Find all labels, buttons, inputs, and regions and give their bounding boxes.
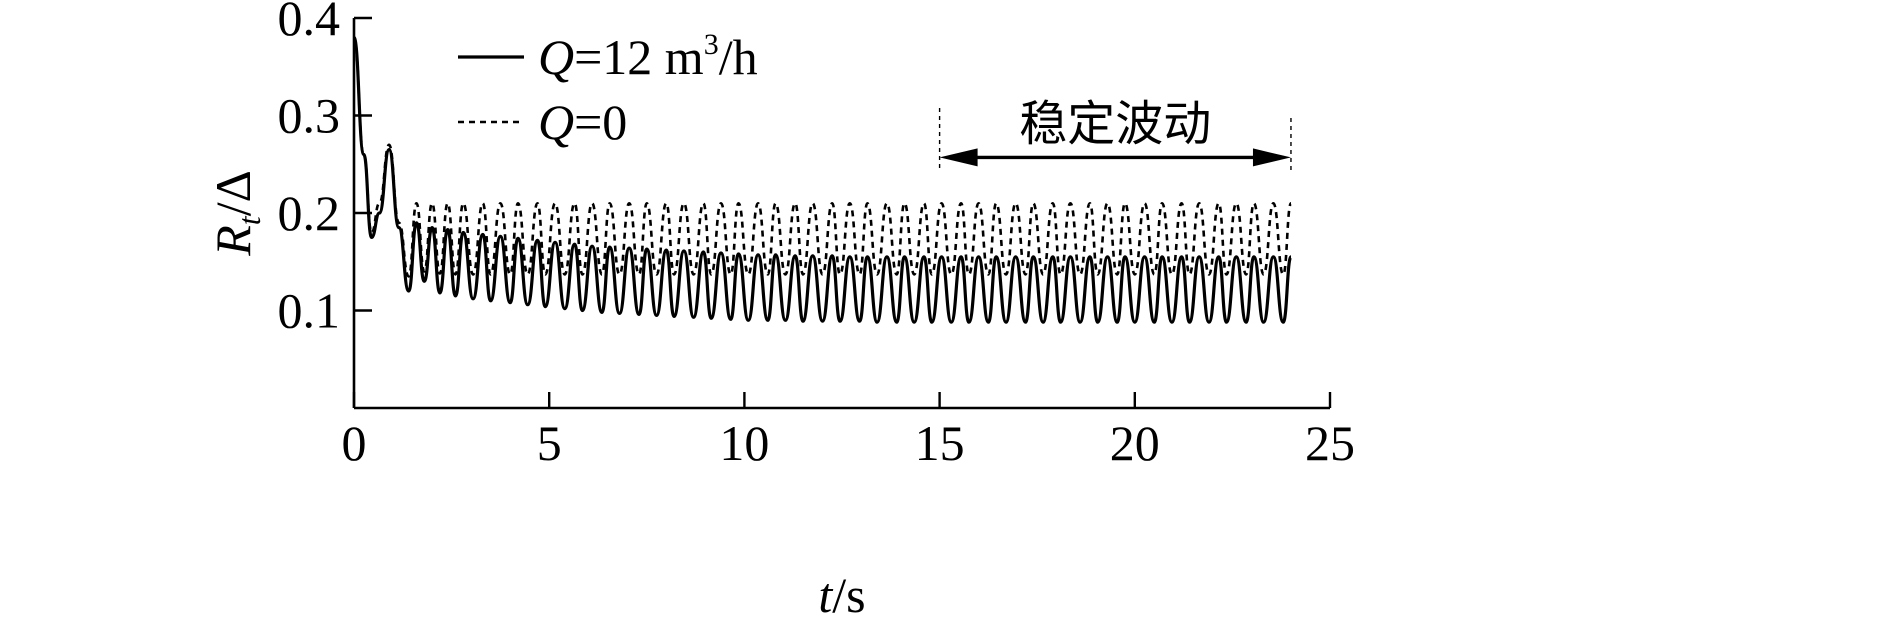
y-ticks: 0.1 0.2 0.3 0.4 bbox=[278, 0, 372, 339]
stable-fluctuation-annotation: 稳定波动 bbox=[938, 96, 1292, 172]
x-tick-label: 20 bbox=[1110, 415, 1160, 471]
series-line-q0 bbox=[352, 36, 1293, 278]
x-tick-label: 0 bbox=[342, 415, 367, 471]
legend-label-q0: Q=0 bbox=[538, 94, 627, 150]
x-tick-label: 5 bbox=[537, 415, 562, 471]
x-ticks: 0 5 10 15 20 25 bbox=[342, 392, 1355, 471]
y-tick-label: 0.1 bbox=[278, 283, 341, 339]
y-tick-label: 0.3 bbox=[278, 88, 341, 144]
x-axis-label-unit: /s bbox=[832, 567, 865, 622]
series-line-q12 bbox=[352, 35, 1293, 324]
series-layer bbox=[352, 35, 1293, 324]
x-axis-label-var: t bbox=[818, 567, 833, 622]
y-axis-label-var: R bbox=[205, 225, 261, 257]
legend-label-q12-var: Q bbox=[538, 29, 574, 85]
legend: Q=12 m3/h Q=0 bbox=[458, 28, 758, 150]
y-tick-label: 0.4 bbox=[278, 0, 341, 46]
legend-label-q12-tail: /h bbox=[719, 29, 758, 85]
legend-label-q0-rest: =0 bbox=[574, 94, 627, 150]
legend-label-q12-rest: =12 m bbox=[574, 29, 704, 85]
y-axis-label-sub: t bbox=[231, 215, 267, 225]
y-axis-label: Rt/Δ bbox=[205, 170, 267, 256]
x-tick-label: 15 bbox=[915, 415, 965, 471]
x-tick-label: 10 bbox=[719, 415, 769, 471]
annotation-arrowhead-left bbox=[939, 148, 978, 167]
y-tick-label: 0.2 bbox=[278, 185, 341, 241]
y-axis-label-rest: /Δ bbox=[205, 170, 261, 216]
legend-label-q12-sup: 3 bbox=[704, 28, 719, 61]
annotation-label: 稳定波动 bbox=[1019, 96, 1211, 152]
x-axis-label: t/s bbox=[818, 567, 865, 622]
legend-label-q12: Q=12 m3/h bbox=[538, 28, 758, 85]
legend-label-q0-var: Q bbox=[538, 94, 574, 150]
annotation-arrowhead-right bbox=[1252, 148, 1291, 167]
axes bbox=[352, 18, 1330, 410]
x-tick-label: 25 bbox=[1305, 415, 1355, 471]
